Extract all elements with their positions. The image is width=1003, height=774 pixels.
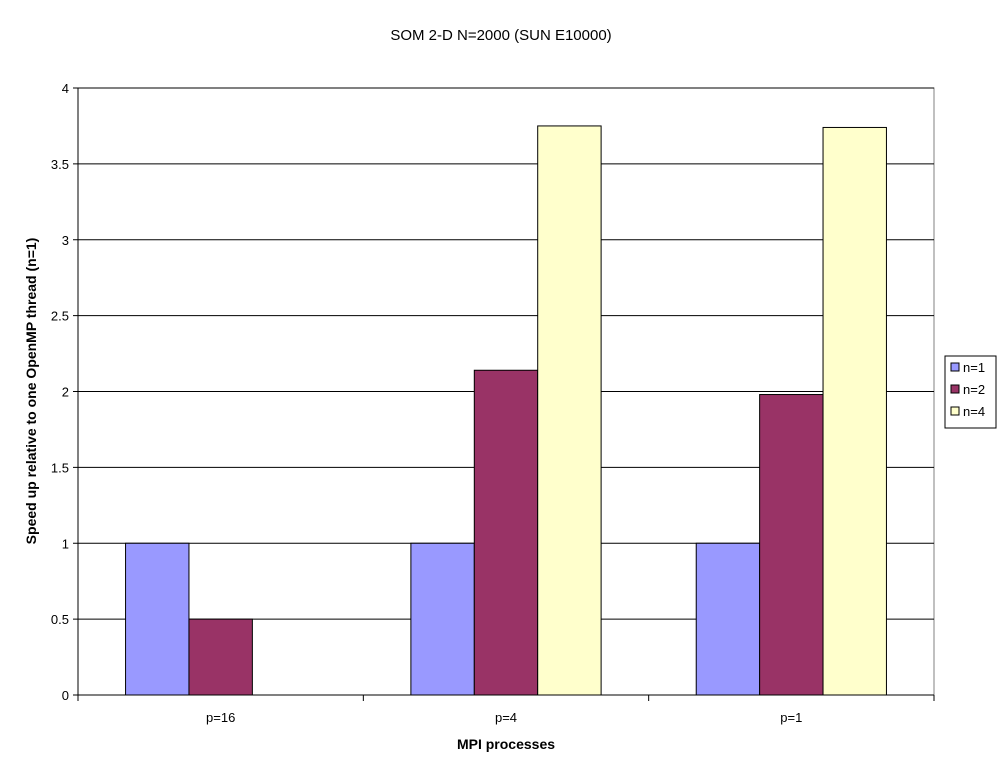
- legend: n=1 n=2 n=4: [944, 355, 997, 429]
- legend-swatch: [950, 406, 960, 416]
- y-axis-ticks: 0 0.5 1 1.5 2 2.5 3 3.5 4: [51, 81, 78, 703]
- x-axis-ticks: p=16 p=4 p=1: [77, 695, 935, 725]
- bar-n1-p4: [410, 542, 475, 696]
- y-tick-label: 1: [62, 536, 69, 551]
- x-axis-label: MPI processes: [457, 736, 555, 752]
- bars: [125, 125, 887, 696]
- y-tick-label: 3: [62, 233, 69, 248]
- bar-n2-p16: [188, 618, 253, 696]
- plot-area: [77, 87, 935, 696]
- legend-swatch: [950, 384, 960, 394]
- legend-label: n=1: [963, 360, 985, 375]
- y-tick-label: 1.5: [51, 460, 69, 475]
- y-tick-label: 4: [62, 81, 69, 96]
- bar-n1-p16: [125, 542, 190, 696]
- x-tick-label: p=16: [206, 710, 235, 725]
- bar-n2-p4: [473, 369, 539, 696]
- y-tick-label: 0.5: [51, 612, 69, 627]
- y-tick-label: 3.5: [51, 157, 69, 172]
- legend-label: n=2: [963, 382, 985, 397]
- x-tick-label: p=4: [495, 710, 517, 725]
- y-tick-label: 0: [62, 688, 69, 703]
- bar-n1-p1: [695, 542, 761, 696]
- bar-n4-p1: [822, 126, 887, 696]
- legend-label: n=4: [963, 404, 985, 419]
- y-tick-label: 2: [62, 385, 69, 400]
- x-tick-label: p=1: [780, 710, 802, 725]
- bar-n2-p1: [759, 394, 824, 696]
- y-tick-label: 2.5: [51, 309, 69, 324]
- legend-swatch: [950, 362, 960, 372]
- bar-n4-p4: [537, 125, 602, 696]
- chart-title: SOM 2-D N=2000 (SUN E10000): [390, 27, 611, 44]
- y-axis-label: Speed up relative to one OpenMP thread (…: [23, 238, 39, 545]
